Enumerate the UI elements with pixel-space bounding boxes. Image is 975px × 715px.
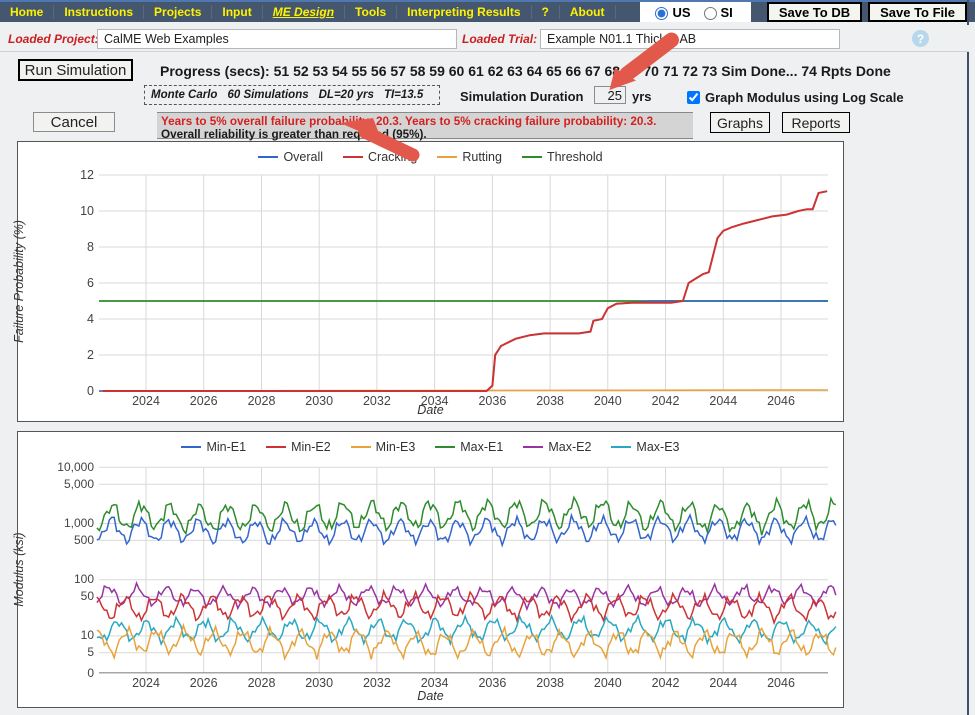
svg-text:2042: 2042 (652, 676, 680, 690)
svg-text:2024: 2024 (132, 676, 160, 690)
svg-text:2028: 2028 (248, 676, 276, 690)
svg-text:2032: 2032 (363, 676, 391, 690)
svg-text:2036: 2036 (478, 394, 506, 408)
svg-text:2042: 2042 (652, 394, 680, 408)
svg-text:100: 100 (74, 572, 94, 586)
svg-text:2026: 2026 (190, 676, 218, 690)
svg-text:2030: 2030 (305, 676, 333, 690)
svg-text:2030: 2030 (305, 394, 333, 408)
svg-text:2036: 2036 (478, 676, 506, 690)
svg-text:0: 0 (87, 666, 94, 680)
svg-text:2024: 2024 (132, 394, 160, 408)
svg-text:2034: 2034 (421, 676, 449, 690)
svg-text:2028: 2028 (248, 394, 276, 408)
svg-text:50: 50 (81, 589, 95, 603)
svg-text:2034: 2034 (421, 394, 449, 408)
svg-text:2038: 2038 (536, 394, 564, 408)
svg-text:2032: 2032 (363, 394, 391, 408)
svg-text:8: 8 (87, 240, 94, 254)
svg-text:2026: 2026 (190, 394, 218, 408)
svg-text:2044: 2044 (709, 394, 737, 408)
svg-text:2046: 2046 (767, 676, 795, 690)
svg-text:2046: 2046 (767, 394, 795, 408)
svg-text:6: 6 (87, 276, 94, 290)
svg-text:500: 500 (74, 533, 94, 547)
svg-text:0: 0 (87, 384, 94, 398)
svg-text:5: 5 (87, 645, 94, 659)
svg-text:10: 10 (81, 628, 95, 642)
svg-text:1,000: 1,000 (64, 516, 94, 530)
svg-text:10,000: 10,000 (57, 460, 94, 474)
svg-text:2040: 2040 (594, 394, 622, 408)
svg-text:12: 12 (80, 168, 94, 182)
svg-text:10: 10 (80, 204, 94, 218)
svg-text:2040: 2040 (594, 676, 622, 690)
svg-text:4: 4 (87, 312, 94, 326)
svg-text:5,000: 5,000 (64, 477, 94, 491)
svg-text:2044: 2044 (709, 676, 737, 690)
svg-text:2038: 2038 (536, 676, 564, 690)
svg-text:2: 2 (87, 348, 94, 362)
